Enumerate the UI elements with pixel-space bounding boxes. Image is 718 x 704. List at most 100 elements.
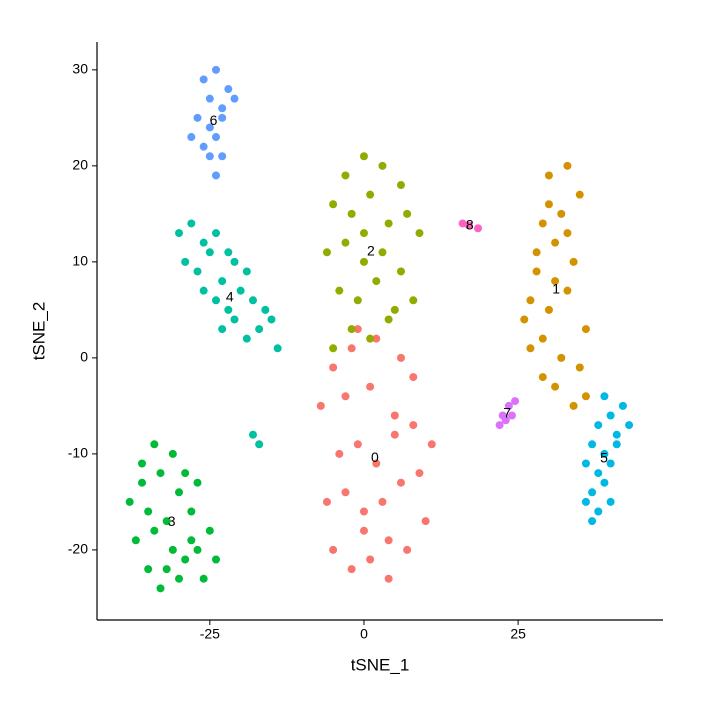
point [366,382,375,391]
cluster-label: 2 [367,243,375,259]
point [557,353,566,362]
point [322,497,331,506]
point [526,344,535,353]
point [267,315,276,324]
point [569,401,578,410]
point [341,171,350,180]
point [618,401,627,410]
cluster-label: 4 [226,289,234,305]
point [150,440,159,449]
point [168,545,177,554]
point [181,469,190,478]
y-tick-label: -10 [68,445,88,461]
point [359,152,368,161]
y-tick-label: 0 [80,349,88,365]
point [218,277,227,286]
point [162,565,171,574]
point [538,219,547,228]
point [156,469,165,478]
point [384,315,393,324]
point [538,373,547,382]
point [175,574,184,583]
y-tick-label: 20 [72,157,88,173]
point [224,85,233,94]
point [396,267,405,276]
point [230,315,239,324]
point [520,315,529,324]
point [359,257,368,266]
point [526,296,535,305]
point [464,221,473,230]
x-axis-title: tSNE_1 [351,655,410,674]
point [236,286,245,295]
point [199,286,208,295]
point [474,224,483,233]
point [193,267,202,276]
point [193,113,202,122]
point [372,277,381,286]
point [255,440,264,449]
point [390,305,399,314]
point [168,449,177,458]
point [625,421,634,430]
point [316,401,325,410]
point [273,344,282,353]
point [199,75,208,84]
point [205,123,214,132]
point [347,325,356,334]
point [396,181,405,190]
point [205,526,214,535]
point [199,142,208,151]
point [538,334,547,343]
point [575,363,584,372]
point [409,373,418,382]
point [569,257,578,266]
point [211,296,220,305]
y-tick-label: 30 [72,61,88,77]
point [372,459,381,468]
point [205,152,214,161]
point [341,488,350,497]
point [600,449,609,458]
point [329,363,338,372]
point [347,209,356,218]
point [347,565,356,574]
point [193,545,202,554]
point [581,392,590,401]
point [551,277,560,286]
point [504,401,513,410]
y-axis-title: tSNE_2 [29,302,48,361]
point [372,334,381,343]
point [594,507,603,516]
point [242,267,251,276]
point [353,440,362,449]
y-tick-label: -20 [68,541,88,557]
point [341,392,350,401]
cluster-label: 1 [552,281,560,297]
cluster-label: 8 [466,216,474,232]
point [551,382,560,391]
point [335,449,344,458]
point [131,536,140,545]
point [156,584,165,593]
point [138,459,147,468]
point [205,248,214,257]
point [384,536,393,545]
point [261,305,270,314]
point [588,517,597,526]
point [427,440,436,449]
x-tick-label: 0 [360,626,368,642]
point [378,248,387,257]
point [606,459,615,468]
cluster-label: 0 [371,449,379,465]
point [588,488,597,497]
point [329,545,338,554]
point [415,229,424,238]
point [498,411,507,420]
point [187,536,196,545]
point [366,555,375,564]
point [138,478,147,487]
point [359,507,368,516]
point [409,296,418,305]
